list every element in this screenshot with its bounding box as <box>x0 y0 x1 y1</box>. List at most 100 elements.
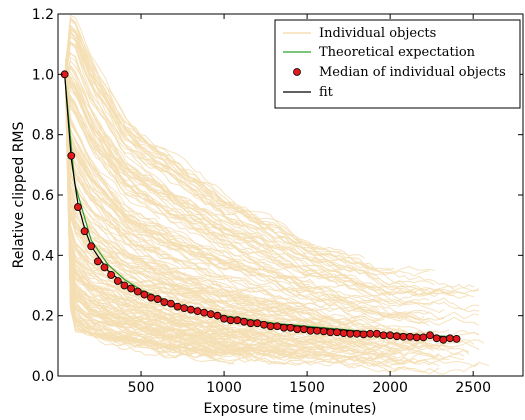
median-point <box>299 325 308 334</box>
x-tick-label: 2000 <box>372 380 408 396</box>
x-tick-label: 2500 <box>455 380 491 396</box>
individual-object-line <box>65 41 435 286</box>
median-point <box>240 317 248 326</box>
median-point <box>173 302 182 311</box>
median-point <box>186 305 195 314</box>
median-point <box>293 325 302 334</box>
median-point <box>273 322 282 331</box>
median-point <box>167 299 175 308</box>
chart-marks <box>60 70 461 344</box>
x-tick-label: 1000 <box>206 380 242 396</box>
individual-object-line <box>65 78 415 367</box>
individual-object-line <box>65 83 240 362</box>
median-point <box>147 293 155 302</box>
median-point <box>412 333 421 342</box>
median-point <box>220 314 228 323</box>
legend-label-fit: fit <box>319 85 334 100</box>
y-tick-label: 0.4 <box>32 248 54 264</box>
individual-object-line <box>65 60 380 330</box>
median-point <box>353 329 361 338</box>
y-tick-label: 1.0 <box>32 67 54 83</box>
median-point <box>160 298 169 306</box>
median-point <box>333 328 341 337</box>
median-point <box>253 319 262 328</box>
median-point <box>133 287 142 296</box>
individual-object-line <box>65 72 365 292</box>
median-point <box>279 323 288 332</box>
individual-object-line <box>65 27 186 179</box>
individual-object-line <box>65 56 445 294</box>
individual-object-line <box>65 79 425 320</box>
individual-object-line <box>65 80 480 313</box>
y-tick-label: 0.6 <box>32 188 54 204</box>
median-point <box>406 332 414 341</box>
individual-object-line <box>65 82 256 292</box>
individual-object-line <box>65 42 241 226</box>
individual-object-line <box>65 83 245 267</box>
legend: Individual objects Theoretical expectati… <box>274 19 521 109</box>
individual-object-line <box>65 72 370 356</box>
individual-object-line <box>65 72 415 295</box>
x-tick-label: 1500 <box>289 380 325 396</box>
legend-label-theoretical: Theoretical expectation <box>319 45 476 60</box>
median-point <box>127 284 135 293</box>
median-point <box>153 295 162 303</box>
individual-object-line <box>65 87 330 322</box>
individual-object-line <box>65 16 236 205</box>
individual-object-line <box>65 74 350 283</box>
median-point <box>107 271 116 279</box>
individual-object-line <box>65 29 480 292</box>
median-point <box>113 277 122 285</box>
median-point <box>67 151 76 160</box>
individual-object-line <box>65 62 305 289</box>
individual-object-line <box>65 72 250 337</box>
median-point <box>233 316 242 325</box>
individual-object-line <box>65 53 256 239</box>
median-point <box>326 328 335 337</box>
median-point <box>452 334 461 343</box>
median-point <box>246 319 255 328</box>
median-point <box>206 310 215 319</box>
individual-object-line <box>65 32 380 273</box>
individual-object-line <box>65 69 255 344</box>
individual-object-line <box>65 79 226 242</box>
individual-object-line <box>65 86 400 353</box>
individual-object-line <box>65 74 161 220</box>
individual-object-line <box>65 86 380 321</box>
median-point <box>359 330 368 339</box>
individual-object-line <box>65 89 251 362</box>
median-point <box>399 332 408 341</box>
median-point <box>439 335 448 344</box>
individual-object-line <box>65 64 350 327</box>
individual-object-line <box>65 68 271 295</box>
median-point <box>193 307 202 316</box>
median-point <box>74 203 82 211</box>
x-axis: 500 1000 1500 2000 2500 <box>128 14 491 396</box>
median-point <box>200 308 209 317</box>
individual-object-line <box>65 59 231 249</box>
individual-object-line <box>65 72 445 314</box>
individual-object-line <box>65 61 210 354</box>
median-point <box>419 333 428 342</box>
individual-object-line <box>65 77 186 266</box>
individual-object-line <box>65 35 475 295</box>
y-tick-label: 0.8 <box>32 128 54 144</box>
median-point <box>260 320 268 329</box>
individual-object-line <box>65 18 206 187</box>
individual-object-line <box>65 29 430 277</box>
median-point <box>432 334 441 343</box>
x-axis-label: Exposure time (minutes) <box>204 401 377 417</box>
individual-object-line <box>65 70 221 341</box>
individual-object-line <box>65 77 380 329</box>
y-axis-label: Relative clipped RMS <box>11 121 27 268</box>
individual-object-line <box>65 83 226 268</box>
individual-object-line <box>65 80 215 289</box>
median-point <box>266 322 275 331</box>
individual-object-line <box>65 79 480 311</box>
y-tick-label: 0.0 <box>32 369 54 385</box>
median-point <box>226 316 235 325</box>
legend-label-individual: Individual objects <box>319 26 436 41</box>
median-point <box>180 304 189 313</box>
median-point <box>100 263 109 272</box>
